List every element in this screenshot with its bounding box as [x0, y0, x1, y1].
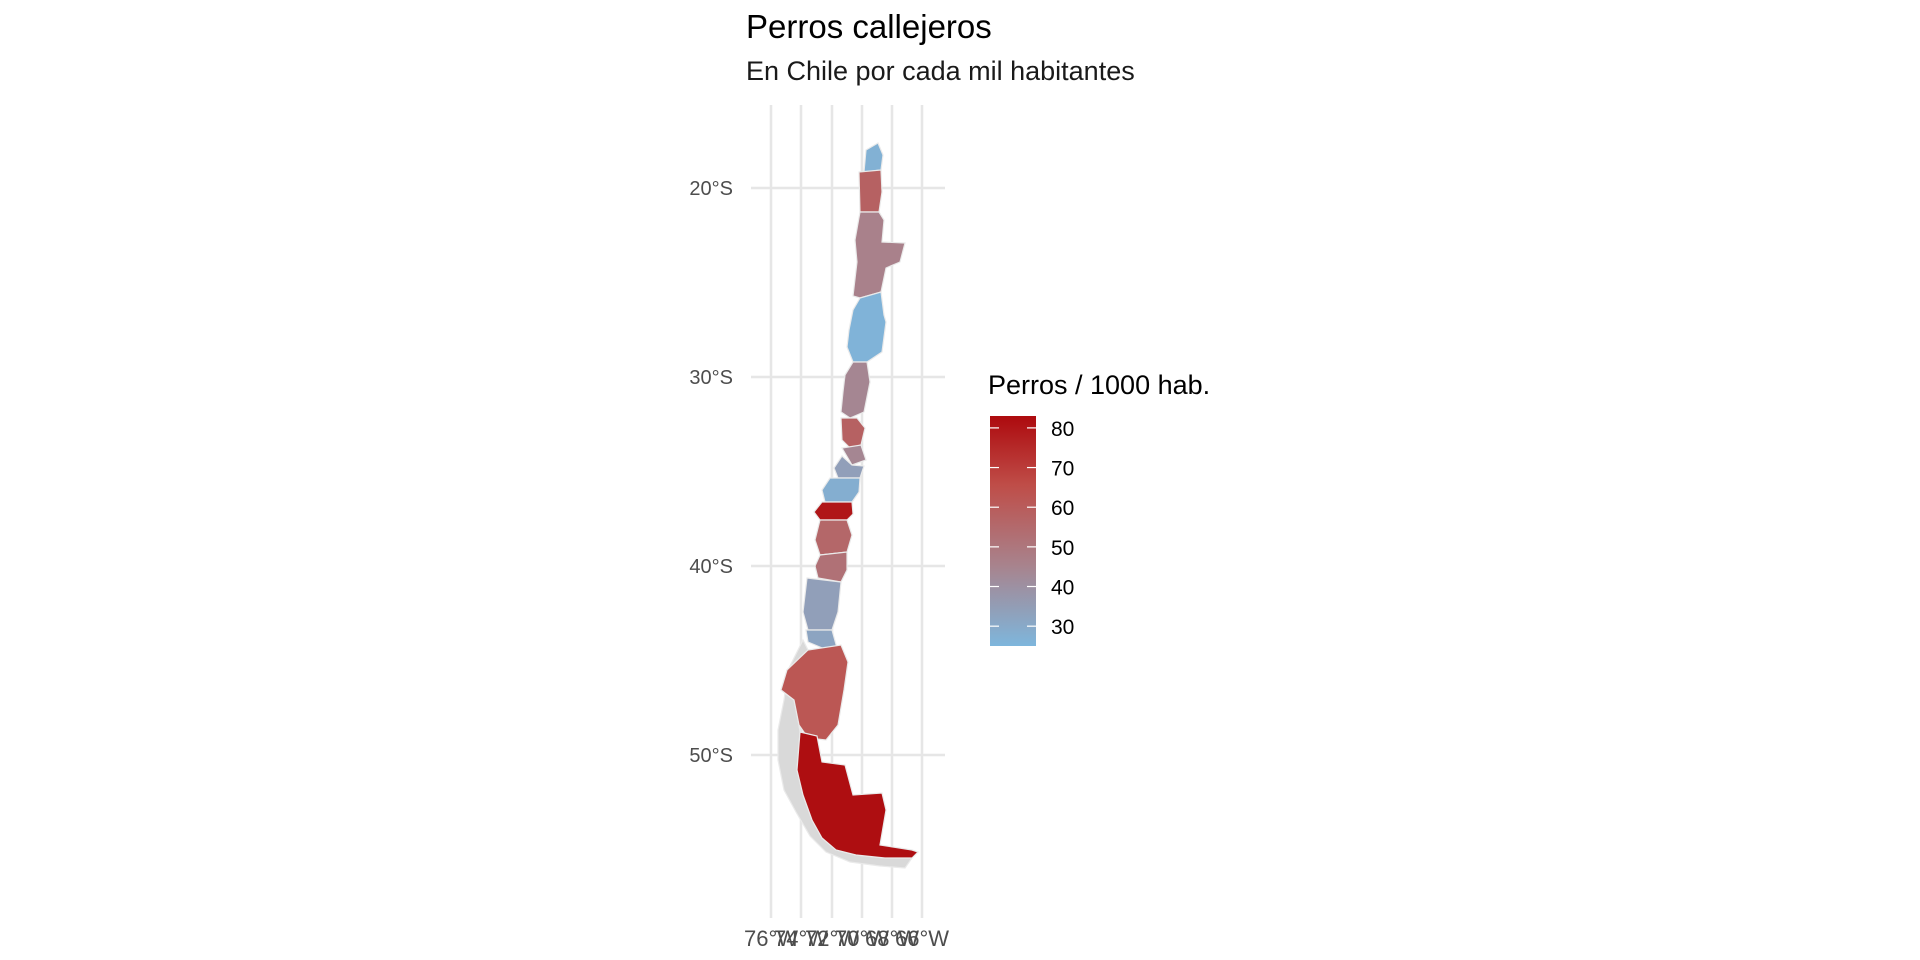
legend-tick-label: 80: [1051, 418, 1074, 441]
region-10: [813, 501, 854, 521]
lon-tick-label: 68°W: [865, 926, 919, 951]
map-subtitle: En Chile por cada mil habitantes: [746, 56, 1135, 86]
legend-ticks: 80 70 60 50 40 30: [990, 418, 1074, 639]
lat-tick-label: 40°S: [689, 556, 733, 578]
region-13: [802, 577, 842, 631]
legend-tick-label: 40: [1051, 577, 1074, 600]
region-7: [841, 444, 867, 466]
legend-tick-label: 70: [1051, 458, 1074, 481]
lon-tick-label: 72°W: [805, 926, 859, 951]
longitude-labels: 76°W74°W72°W70°W68°W66°W: [744, 926, 949, 951]
legend-title: Perros / 1000 hab.: [988, 370, 1211, 400]
region-12: [814, 551, 848, 583]
lat-tick-label: 50°S: [689, 745, 733, 767]
legend-tick-label: 30: [1051, 616, 1074, 639]
region-3: [852, 211, 906, 299]
region-1: [863, 142, 884, 173]
lon-tick-label: 70°W: [835, 926, 889, 951]
lon-tick-label: 76°W: [744, 926, 798, 951]
region-2: [858, 169, 883, 213]
lon-tick-label: 66°W: [895, 926, 949, 951]
legend-tick-label: 50: [1051, 537, 1074, 560]
region-5: [840, 361, 871, 419]
region-4: [846, 291, 887, 363]
region-9: [821, 477, 861, 503]
regions-layer: [777, 142, 920, 869]
region-11: [814, 519, 853, 556]
lat-tick-label: 20°S: [689, 178, 733, 200]
latitude-labels: 20°S 30°S 40°S 50°S: [689, 178, 733, 767]
lat-tick-label: 30°S: [689, 367, 733, 389]
legend-tick-label: 60: [1051, 497, 1074, 520]
map-title: Perros callejeros: [746, 8, 992, 45]
region-16: [796, 731, 920, 859]
legend-colorbar: [990, 416, 1036, 646]
lon-tick-label: 74°W: [774, 926, 828, 951]
